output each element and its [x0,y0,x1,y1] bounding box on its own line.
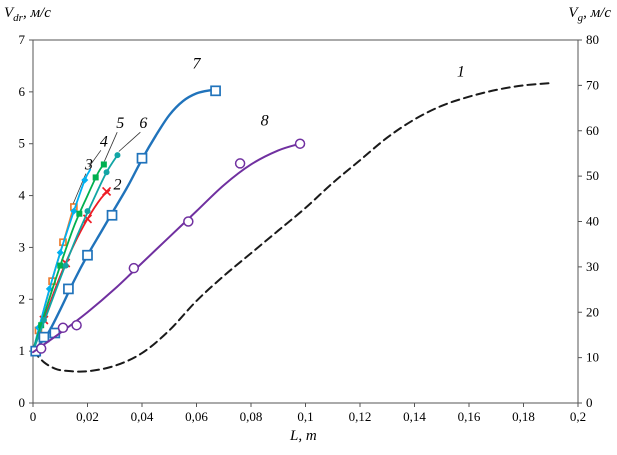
circle-open-marker [35,343,47,354]
x-tick-label: 0,14 [403,409,426,424]
diamond-marker [81,176,89,184]
x-tick-label: 0,06 [185,409,208,424]
x-tick-label: 0,04 [131,409,154,424]
series-5-line [32,163,105,353]
x-marker [101,186,112,197]
square-open-marker [106,209,118,221]
square-open-marker [82,249,93,261]
series-2-label: 2 [113,176,121,193]
right-tick-label: 60 [586,123,599,138]
right-tick-label: 70 [586,77,599,92]
x-tick-label: 0,12 [349,409,372,424]
circle-open-marker [234,158,246,169]
plot-frame [32,39,579,404]
x-tick-label: 0,08 [240,409,263,424]
diamond-marker [56,249,64,257]
circle-open-marker [183,216,194,227]
circle-marker [103,169,110,176]
left-tick-label: 2 [19,291,26,306]
right-axis-unit: , м/с [583,5,611,21]
x-marker [82,214,93,224]
square-marker [76,210,83,217]
left-tick-label: 4 [19,188,26,203]
right-tick-label: 10 [586,350,599,365]
circle-open-marker [294,138,306,149]
left-axis-unit: , м/с [22,5,51,21]
x-tick-label: 0,2 [570,409,586,424]
left-tick-label: 1 [19,343,26,358]
series-1-line [32,82,552,373]
left-tick-label: 6 [19,84,26,99]
circle-marker [62,262,69,269]
x-axis-title: L, m [290,428,317,445]
square-marker [57,262,64,269]
series-3-label: 3 [84,157,93,174]
x-tick-label: 0 [30,409,37,424]
series-6-leader-line [118,131,141,152]
series-8-line [32,142,302,354]
right-tick-label: 50 [586,168,599,183]
right-tick-label: 0 [586,395,593,410]
right-tick-label: 80 [586,32,599,47]
left-tick-label: 0 [19,395,26,410]
series-7-label: 7 [193,56,202,73]
series-1-label: 1 [457,63,465,80]
square-open-marker [210,85,221,97]
square-open-marker [63,283,74,295]
right-axis-title: Vg, м/с [568,5,611,24]
square-open-marker [38,331,50,343]
series-7-line [31,88,220,353]
circle-open-marker [71,319,82,331]
diamond-marker [70,207,78,215]
left-tick-label: 7 [19,32,26,47]
series-5-leader-line [104,131,118,162]
circle-open-marker [57,322,69,334]
circle-marker [40,317,47,324]
right-axis-symbol: V [568,5,578,21]
right-tick-label: 20 [586,304,599,319]
square-marker [92,174,99,181]
square-marker [100,161,107,168]
series-4-leader-line [88,150,102,168]
series-8-label: 8 [261,113,269,130]
left-tick-label: 5 [19,136,26,151]
square-marker [38,322,45,329]
x-axis-symbol: L [290,428,299,444]
x-axis-unit: , m [298,428,317,444]
right-axis-subscript: g [577,12,584,24]
circle-marker [114,152,121,159]
square-open-marker [136,152,148,164]
right-tick-label: 40 [586,214,599,229]
x-tick-label: 0,18 [512,409,535,424]
circle-marker [84,208,91,215]
right-tick-label: 30 [586,259,599,274]
series-5-label: 5 [116,115,124,132]
x-tick-label: 0,02 [76,409,99,424]
left-tick-label: 3 [19,239,26,254]
x-tick-label: 0,16 [458,409,481,424]
circle-open-marker [128,262,140,274]
left-axis-symbol: V [4,5,14,21]
series-4-label: 4 [100,133,108,150]
x-tick-label: 0,1 [297,409,313,424]
left-axis-title: Vdr, м/с [4,5,51,24]
left-axis-subscript: dr [13,12,23,24]
series-6-label: 6 [139,115,147,132]
